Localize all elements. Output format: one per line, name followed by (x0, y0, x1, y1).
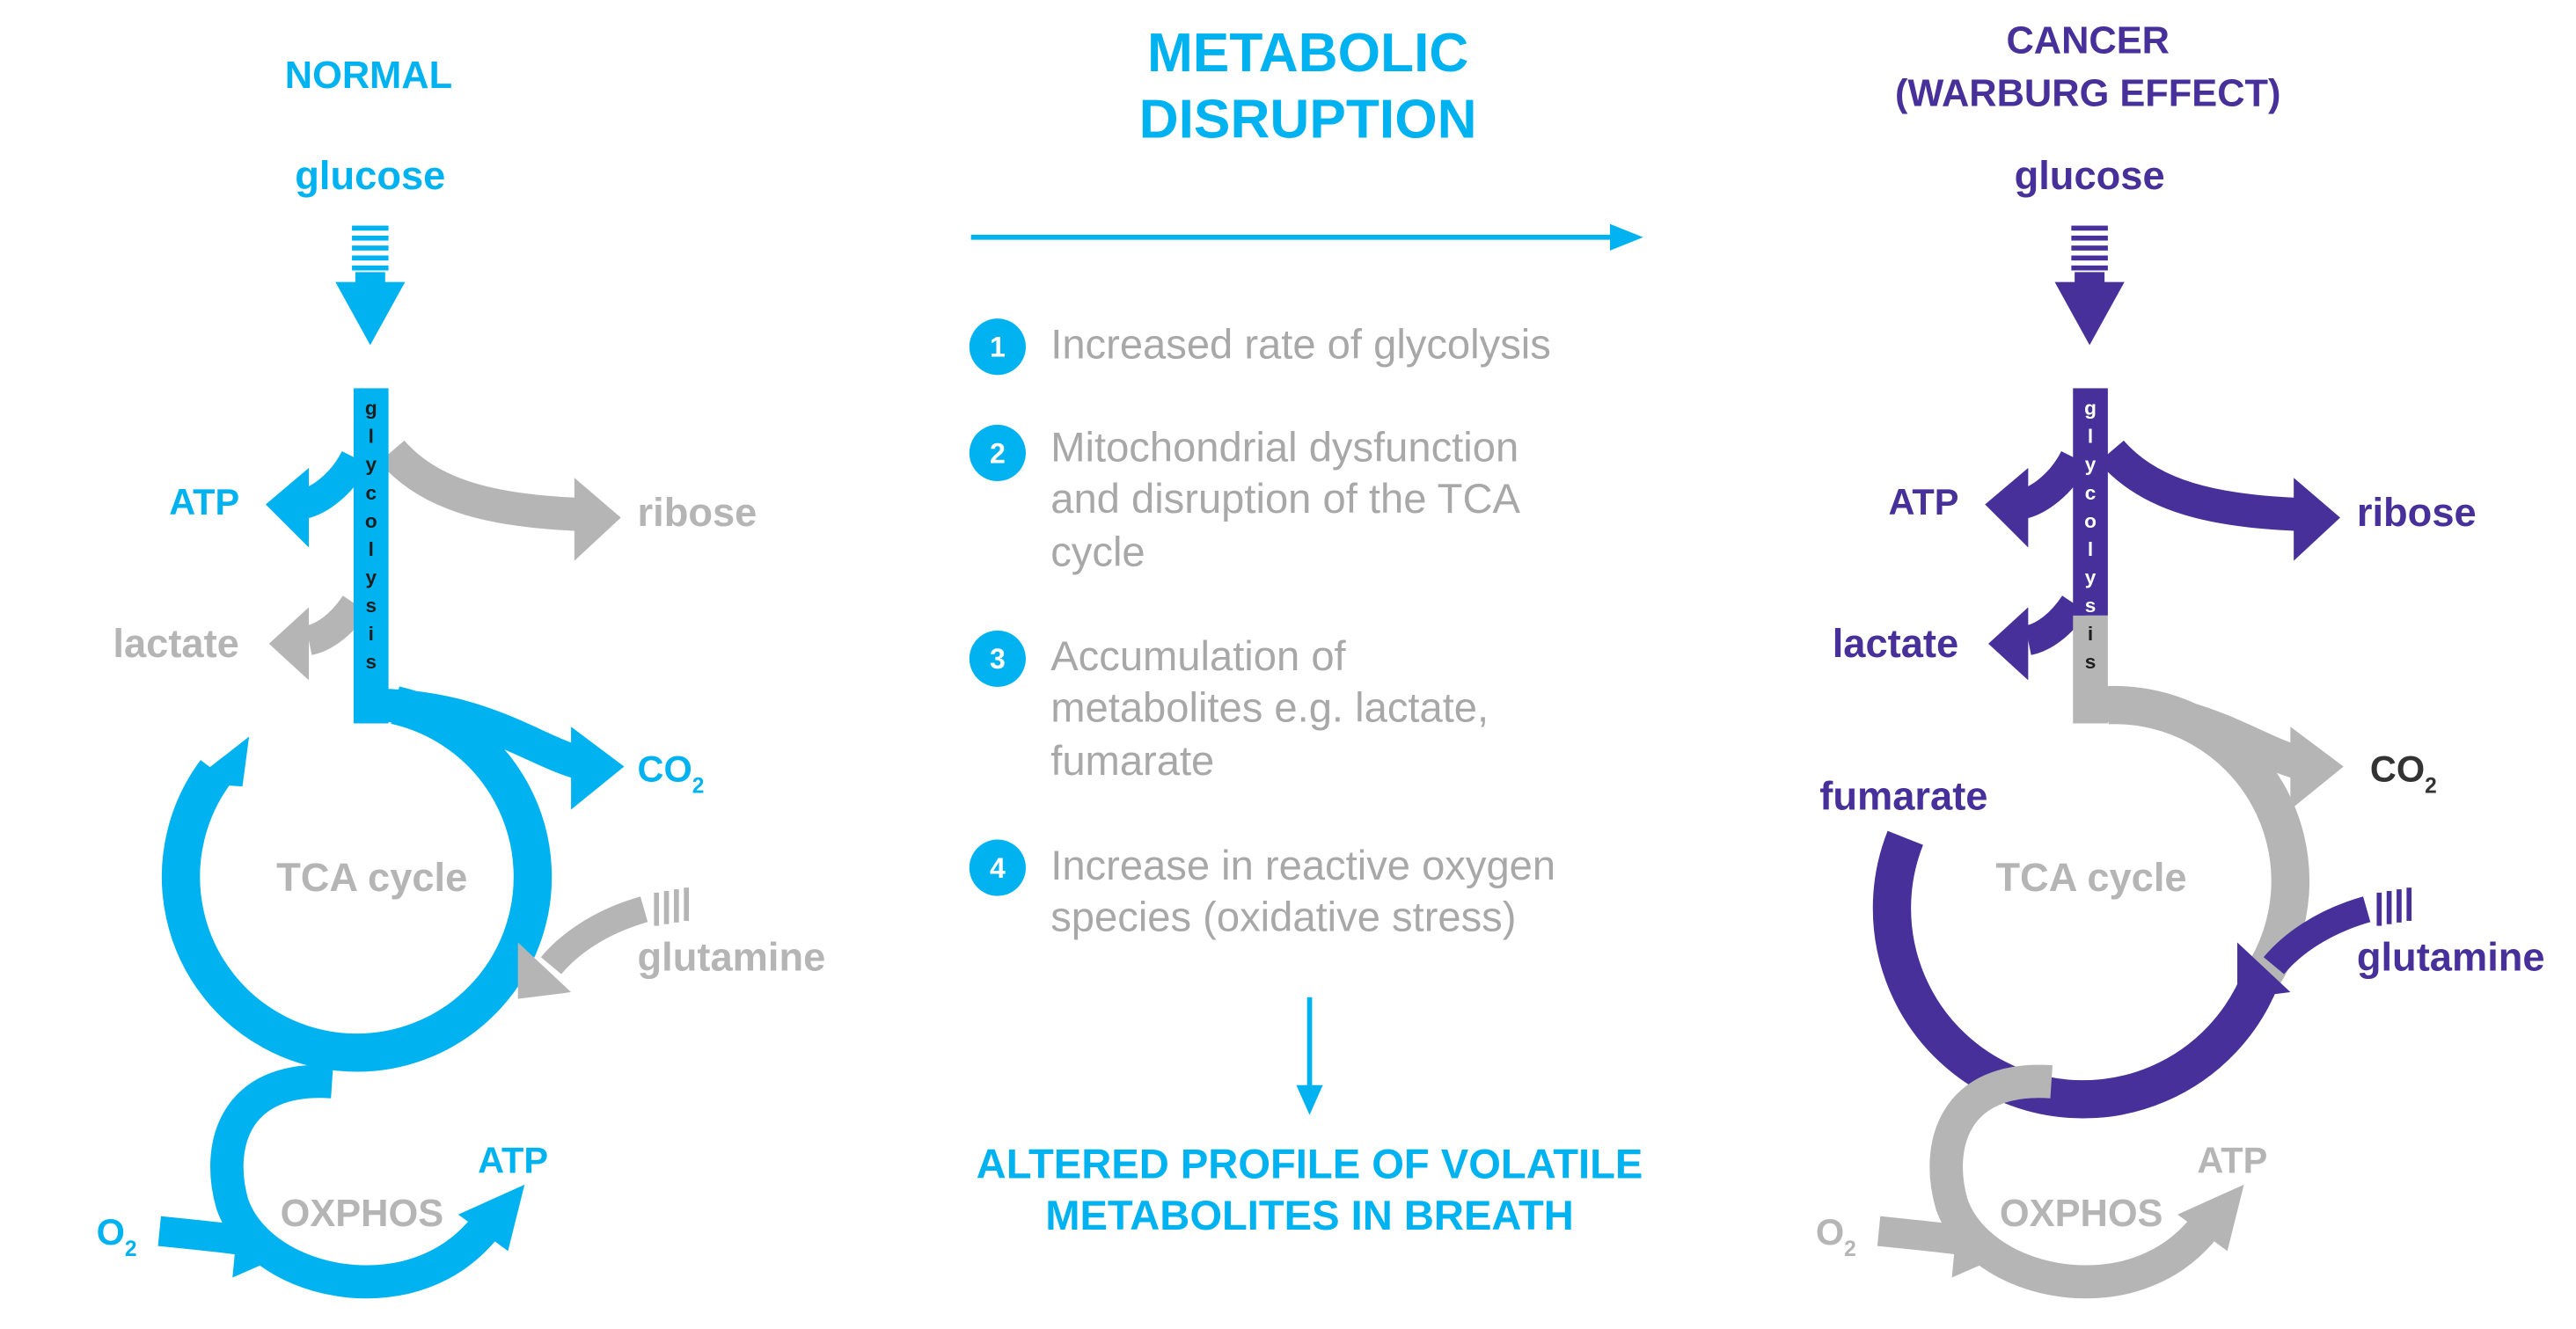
normal-co2-arrow (371, 688, 625, 810)
cancer-o2-arrow (1877, 1208, 2005, 1278)
cancer-atp-top-label: ATP (1889, 481, 1959, 522)
step-number: 1 (990, 332, 1006, 363)
svg-text:y: y (365, 454, 377, 476)
svg-text:o: o (365, 510, 377, 532)
result-arrow (1296, 997, 1323, 1115)
svg-text:y: y (2085, 454, 2097, 476)
step-item: 4 Increase in reactive oxygen species (o… (969, 839, 1567, 939)
step-text: Increased rate of glycolysis (1050, 320, 1551, 367)
svg-text:c: c (365, 482, 377, 504)
cancer-title-line2: (WARBURG EFFECT) (1895, 73, 2281, 115)
cancer-tca-label: TCA cycle (1995, 855, 2186, 900)
step-number-badge (969, 424, 1026, 482)
normal-lactate-arrow (268, 595, 368, 681)
normal-panel: NORMAL glucose (97, 55, 826, 1299)
svg-text:l: l (369, 426, 374, 448)
cancer-glycolysis-label: g l y c o l y s i s (2084, 398, 2097, 674)
normal-glucose-label: glucose (295, 153, 445, 198)
cancer-ribose-label: ribose (2357, 490, 2477, 535)
step-number: 3 (990, 643, 1006, 675)
svg-text:i: i (369, 623, 374, 645)
normal-ribose-arrow (379, 440, 621, 561)
cancer-glutamine-arrow (2237, 887, 2412, 999)
cancer-glycolysis-bar-inactive (2073, 615, 2108, 724)
svg-text:c: c (2085, 482, 2097, 504)
cancer-o2-label: O2 (1816, 1211, 1856, 1261)
normal-glutamine-label: glutamine (638, 935, 826, 980)
step-number-badge (969, 318, 1026, 376)
normal-atp-arrow (265, 450, 370, 548)
middle-title-line2: DISRUPTION (1139, 90, 1477, 150)
normal-title: NORMAL (285, 55, 452, 97)
cancer-co2-arrow (2090, 688, 2344, 810)
svg-text:g: g (365, 398, 377, 420)
cancer-atp-bottom-label: ATP (2197, 1140, 2267, 1181)
normal-tca-ring (161, 686, 553, 1072)
cancer-glucose-arrow (2054, 225, 2125, 346)
normal-co2-label: CO2 (638, 748, 705, 798)
normal-atp-bottom-label: ATP (478, 1140, 548, 1181)
svg-text:g: g (2084, 398, 2097, 420)
svg-text:y: y (365, 566, 377, 588)
normal-atp-top-label: ATP (169, 481, 239, 522)
cancer-oxphos-label: OXPHOS (2000, 1193, 2163, 1235)
step-item: 3 Accumulation of metabolites e.g. lacta… (969, 630, 1500, 784)
normal-glycolysis-bar (353, 388, 389, 724)
svg-text:l: l (2088, 538, 2093, 560)
middle-title-line1: METABOLIC (1147, 23, 1468, 84)
svg-text:s: s (2085, 651, 2097, 673)
svg-text:o: o (2084, 510, 2097, 532)
cancer-lactate-label: lactate (1833, 621, 1958, 666)
disruption-arrow (970, 223, 1643, 251)
normal-ribose-label: ribose (638, 490, 757, 535)
step-number-badge (969, 839, 1026, 896)
step-text: Accumulation of metabolites e.g. lactate… (1050, 632, 1500, 784)
normal-oxphos-label: OXPHOS (281, 1193, 444, 1235)
cancer-fumarate-label: fumarate (1819, 774, 1987, 819)
cancer-ribose-arrow (2098, 440, 2340, 561)
step-item: 1 Increased rate of glycolysis (969, 318, 1551, 376)
svg-text:s: s (365, 595, 377, 617)
cancer-glutamine-label: glutamine (2357, 935, 2545, 980)
step-text: Mitochondrial dysfunction and disruption… (1050, 423, 1532, 574)
normal-o2-arrow (157, 1208, 286, 1278)
result-line2: METABOLITES IN BREATH (1045, 1192, 1574, 1238)
cancer-co2-label: CO2 (2370, 748, 2437, 798)
step-text: Increase in reactive oxygen species (oxi… (1050, 842, 1567, 939)
normal-glycolysis-label: g l y c o l y s i s (365, 398, 377, 674)
cancer-glucose-label: glucose (2015, 153, 2165, 198)
step-number-badge (969, 630, 1026, 687)
normal-glucose-arrow (335, 225, 406, 346)
svg-text:s: s (2085, 595, 2097, 617)
cancer-atp-arrow (1985, 450, 2089, 548)
cancer-panel: CANCER (WARBURG EFFECT) glucose (1816, 19, 2545, 1299)
normal-o2-label: O2 (97, 1211, 137, 1261)
svg-text:l: l (369, 538, 374, 560)
svg-text:i: i (2088, 623, 2093, 645)
cancer-title-line1: CANCER (2006, 19, 2170, 62)
step-number: 2 (990, 437, 1006, 469)
step-item: 2 Mitochondrial dysfunction and disrupti… (969, 423, 1532, 574)
svg-text:l: l (2088, 426, 2093, 448)
svg-text:s: s (365, 651, 377, 673)
normal-lactate-label: lactate (113, 621, 238, 666)
result-line1: ALTERED PROFILE OF VOLATILE (977, 1140, 1643, 1187)
middle-panel: METABOLIC DISRUPTION 1 Increased rate of… (969, 23, 1643, 1238)
cancer-glycolysis-bar (2073, 388, 2108, 616)
cancer-lactate-arrow (1988, 595, 2088, 681)
normal-tca-label: TCA cycle (276, 855, 467, 900)
svg-text:y: y (2085, 566, 2097, 588)
normal-glutamine-arrow (517, 887, 690, 999)
step-number: 4 (990, 852, 1006, 884)
